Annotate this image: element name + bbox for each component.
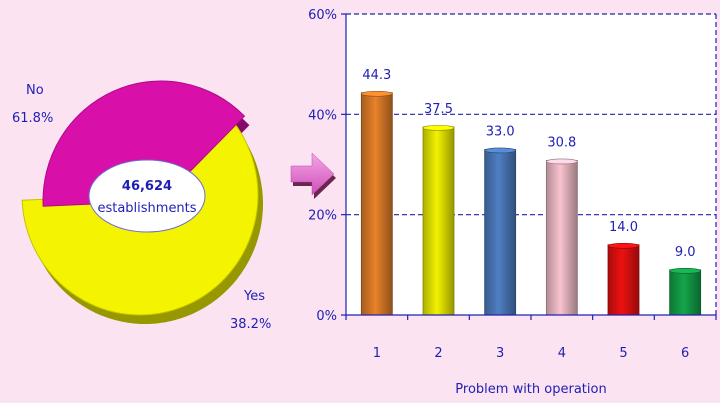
bar-4: [545, 158, 578, 316]
bar-chart: 44.3 37.5 33.0 30.8 14.0 9.0 0% 20% 40% 60% 1 2 3 4…: [308, 8, 717, 397]
bar-5: [607, 242, 640, 316]
bar-1: [360, 90, 393, 316]
slice-pct-yes: 38.2%: [230, 317, 271, 332]
y-tick-label: 20%: [308, 209, 337, 224]
slice-label-yes: Yes: [243, 289, 265, 304]
pie-slice-yes: [42, 80, 246, 207]
x-tick-label-4: 4: [558, 346, 566, 361]
y-tick-label: 40%: [308, 108, 337, 123]
center-label-unit: establishments: [97, 201, 196, 216]
center-label-count: 46,624: [122, 179, 172, 194]
pie-chart: 46,624 establishments No 61.8% Yes 38.2%: [12, 80, 271, 332]
bar-value-label-2: 37.5: [424, 102, 453, 117]
arrow-right-icon: [290, 152, 336, 199]
x-tick-label-2: 2: [434, 346, 442, 361]
bar-value-label-3: 33.0: [486, 124, 515, 139]
y-tick-label: 60%: [308, 8, 337, 23]
bar-6: [669, 268, 702, 316]
x-tick-label-3: 3: [496, 346, 504, 361]
x-tick-label-6: 6: [681, 346, 689, 361]
x-axis-title: Problem with operation: [455, 382, 606, 397]
bar-3: [484, 147, 517, 316]
center-label-ellipse: [88, 159, 206, 233]
x-tick-label-5: 5: [619, 346, 627, 361]
slice-label-no: No: [26, 83, 44, 98]
bar-value-label-6: 9.0: [675, 245, 696, 260]
x-tick-label-1: 1: [373, 346, 381, 361]
bar-2: [422, 125, 455, 316]
bar-value-label-4: 30.8: [547, 135, 576, 150]
bar-value-label-1: 44.3: [362, 68, 391, 83]
slice-pct-no: 61.8%: [12, 111, 53, 126]
bar-value-label-5: 14.0: [609, 220, 638, 235]
plot-area: [346, 14, 716, 315]
y-tick-label: 0%: [316, 309, 337, 324]
